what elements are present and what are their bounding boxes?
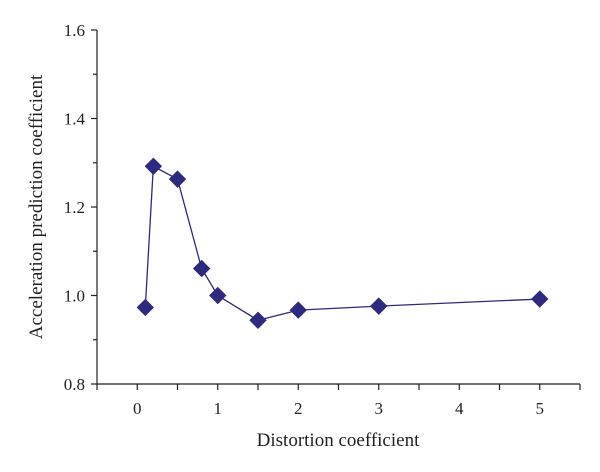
x-tick-label: 0 — [133, 399, 142, 418]
y-tick-label: 1.2 — [64, 198, 85, 217]
y-axis-title: Acceleration prediction coefficient — [26, 74, 47, 339]
y-tick-label: 1.0 — [64, 287, 85, 306]
y-ticks: 0.8 1.0 1.2 1.4 1.6 — [64, 21, 97, 394]
series-group — [136, 157, 549, 329]
y-tick-label: 1.6 — [64, 21, 85, 40]
data-point-marker — [144, 157, 163, 175]
data-point-marker — [136, 298, 155, 317]
data-point-marker — [249, 311, 267, 329]
data-point-marker — [209, 286, 227, 305]
x-tick-label: 2 — [294, 399, 303, 418]
x-tick-label: 4 — [455, 399, 464, 418]
data-point-marker — [289, 301, 307, 319]
data-point-marker — [531, 290, 549, 308]
data-point-marker — [168, 170, 187, 188]
axes — [96, 30, 580, 385]
y-tick-label: 1.4 — [64, 110, 86, 129]
data-point-marker — [370, 297, 388, 315]
data-point-marker — [192, 259, 211, 278]
y-tick-label: 0.8 — [64, 375, 85, 394]
series-line — [144, 165, 540, 321]
x-tick-label: 5 — [536, 399, 545, 418]
x-axis-title: Distortion coefficient — [257, 430, 420, 451]
x-tick-label: 1 — [214, 399, 223, 418]
x-tick-label: 3 — [375, 399, 384, 418]
x-ticks: 0 1 2 3 4 5 — [96, 384, 581, 418]
